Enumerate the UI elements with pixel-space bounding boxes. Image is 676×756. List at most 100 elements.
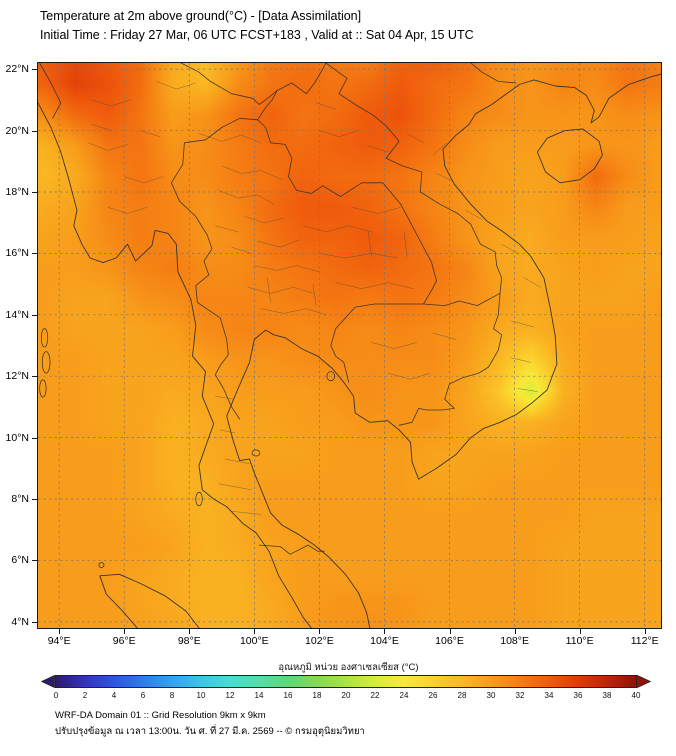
province-boundary-line xyxy=(218,483,252,491)
colorbar-tick-labels: 0 2 4 6 8 10 12 14 16 18 20 22 24 26 28 30 32 34 36 38 40 xyxy=(53,691,641,702)
footer-update-line: ปรับปรุงข้อมูล ณ เวลา 13:00น. วัน ศ. ที่… xyxy=(55,725,365,737)
province-boundary-line xyxy=(302,225,372,233)
footer-domain-line: WRF-DA Domain 01 :: Grid Resolution 9km … xyxy=(55,710,266,721)
island-outline xyxy=(40,328,49,348)
province-boundary-line xyxy=(198,133,262,144)
island-outline xyxy=(195,491,203,507)
colorbar-tick-label: 24 xyxy=(399,691,409,700)
province-boundary-line xyxy=(231,511,262,515)
province-boundary-line xyxy=(156,81,197,90)
province-boundary-line xyxy=(367,231,372,257)
province-boundary-line xyxy=(91,124,112,131)
province-boundary-line xyxy=(315,102,336,110)
longitude-tick-mark xyxy=(59,629,61,634)
longitude-tick-mark xyxy=(579,629,581,634)
country-boundary-line xyxy=(170,117,259,420)
province-boundary-line xyxy=(247,286,314,294)
country-boundary-line xyxy=(325,63,503,294)
map-plot-area: 22°N 20°N 18°N 16°N 14°N 12°N 10°N 8°N 6°N 4°N 94°… xyxy=(6,62,662,647)
country-boundary-line xyxy=(39,63,62,119)
province-boundary-line xyxy=(257,239,301,248)
colorbar-tick-label: 38 xyxy=(602,691,612,700)
colorbar-tick-label: 14 xyxy=(254,691,264,700)
longitude-tick-label: 100°E xyxy=(239,635,269,647)
latitude-tick-label: 16°N xyxy=(5,247,29,260)
colorbar-tick-label: 12 xyxy=(225,691,235,700)
colorbar-tick-label: 30 xyxy=(486,691,496,700)
latitude-tick-mark xyxy=(32,499,37,501)
province-boundary-line xyxy=(387,372,431,380)
province-boundary-line xyxy=(433,332,457,340)
latitude-tick-mark xyxy=(32,376,37,378)
island-outline xyxy=(39,379,47,398)
longitude-tick-label: 112°E xyxy=(630,635,659,647)
latitude-tick-mark xyxy=(32,130,37,132)
province-boundary-line xyxy=(351,207,401,214)
province-boundary-line xyxy=(231,246,252,254)
colorbar-tick-label: 6 xyxy=(140,691,146,700)
colorbar-tick-label: 40 xyxy=(631,691,641,700)
province-boundary-line xyxy=(406,133,424,144)
country-boundary-line xyxy=(257,90,278,121)
latitude-tick-mark xyxy=(32,437,37,439)
chart-subtitle: Initial Time : Friday 27 Mar, 06 UTC FCS… xyxy=(40,28,474,42)
country-boundary-line xyxy=(180,63,327,105)
colorbar-tick-label: 22 xyxy=(370,691,380,700)
province-boundary-line xyxy=(319,253,398,259)
coastline xyxy=(99,573,200,628)
colorbar-tick-label: 26 xyxy=(428,691,438,700)
island-outline xyxy=(41,351,51,374)
province-boundary-line xyxy=(215,395,234,400)
longitude-tick-mark xyxy=(189,629,191,634)
latitude-tick-mark xyxy=(32,253,37,255)
latitude-tick-mark xyxy=(32,560,37,562)
colorbar-tick-label: 16 xyxy=(283,691,293,700)
longitude-tick-mark xyxy=(644,629,646,634)
colorbar-tick-label: 32 xyxy=(515,691,525,700)
province-boundary-line xyxy=(319,130,359,137)
province-boundary-line xyxy=(91,99,131,107)
province-boundary-line xyxy=(367,145,388,153)
province-boundary-line xyxy=(218,190,275,205)
latitude-tick-label: 12°N xyxy=(5,370,29,383)
province-boundary-line xyxy=(219,429,236,434)
province-boundary-line xyxy=(501,243,519,254)
latitude-tick-mark xyxy=(32,69,37,71)
province-boundary-line xyxy=(215,225,239,233)
latitude-tick-label: 20°N xyxy=(5,124,29,137)
latitude-tick-label: 4°N xyxy=(11,615,29,628)
colorbar-tick-label: 20 xyxy=(341,691,351,700)
colorbar-tick-label: 10 xyxy=(196,691,206,700)
province-boundary-line xyxy=(123,176,164,184)
longitude-tick-mark xyxy=(449,629,451,634)
longitude-tick-mark xyxy=(124,629,126,634)
colorbar-tick-label: 0 xyxy=(53,691,59,700)
province-boundary-line xyxy=(221,165,283,180)
coastline xyxy=(536,128,603,184)
latitude-tick-mark xyxy=(32,191,37,193)
longitude-tick-label: 104°E xyxy=(370,635,399,647)
colorbar-tick-label: 8 xyxy=(169,691,175,700)
longitude-tick-mark xyxy=(384,629,386,634)
latitude-tick-mark xyxy=(32,621,37,623)
chart-title: Temperature at 2m above ground(°C) - [Da… xyxy=(40,9,362,23)
longitude-tick-mark xyxy=(319,629,321,634)
province-boundary-line xyxy=(403,231,408,257)
province-boundary-line xyxy=(88,142,128,151)
latitude-tick-mark xyxy=(32,314,37,316)
colorbar-gradient xyxy=(55,675,637,688)
latitude-tick-label: 10°N xyxy=(5,431,29,444)
colorbar-label: อุณหภูมิ หน่วย องศาเซลเซียส (°C) xyxy=(278,662,419,673)
latitude-tick-label: 8°N xyxy=(11,493,29,506)
island-outline xyxy=(251,449,261,457)
province-boundary-line xyxy=(254,265,320,273)
colorbar-tick-label: 4 xyxy=(111,691,117,700)
coastline xyxy=(38,102,312,628)
colorbar-tick-label: 28 xyxy=(457,691,467,700)
province-boundary-line xyxy=(107,207,148,214)
province-boundary-line xyxy=(371,342,418,349)
province-boundary-line xyxy=(433,142,447,156)
longitude-tick-label: 94°E xyxy=(47,635,71,647)
province-boundary-line xyxy=(224,458,250,464)
province-boundary-line xyxy=(312,283,317,306)
